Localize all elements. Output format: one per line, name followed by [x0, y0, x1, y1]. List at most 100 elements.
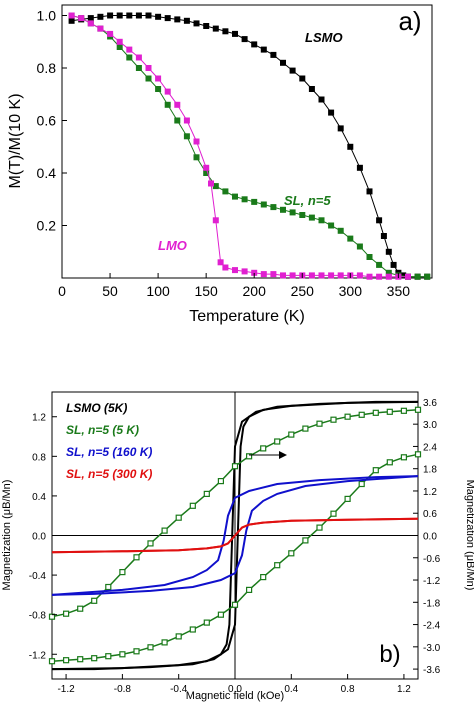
panel-b-ylabel: Magnetization (μB/Mn) [1, 480, 13, 591]
data-point [260, 445, 267, 452]
y2-tick-label: -1.2 [423, 576, 441, 587]
data-point [372, 467, 379, 474]
data-point [174, 117, 181, 124]
data-point [288, 550, 295, 557]
data-point [246, 453, 253, 460]
x-tick-label: 0.0 [228, 684, 242, 695]
data-point [189, 502, 196, 509]
data-point [299, 75, 306, 82]
annotation-lmo: LMO [158, 238, 187, 253]
data-point [337, 125, 344, 132]
data-point [183, 17, 190, 24]
data-point [330, 510, 337, 517]
data-point [135, 54, 142, 61]
y2-tick-label: 1.2 [423, 487, 437, 498]
data-point [288, 431, 295, 438]
data-point [68, 12, 75, 19]
data-point [347, 143, 354, 150]
data-point [380, 233, 387, 239]
data-point [97, 25, 104, 32]
data-point [116, 12, 123, 19]
data-point [274, 438, 281, 445]
data-point [316, 524, 323, 531]
data-point [260, 201, 267, 208]
data-point [193, 20, 200, 27]
branch-up [51, 475, 419, 596]
data-point [217, 478, 224, 485]
x-tick-label: 0 [58, 283, 66, 299]
data-point [241, 268, 248, 275]
data-point [328, 222, 335, 229]
x-tick-label: 0.4 [284, 684, 298, 695]
legend-item-sl-n-5-300-k: SL, n=5 (300 K) [66, 467, 152, 481]
data-point [62, 610, 70, 617]
data-point [155, 13, 162, 20]
data-point [400, 407, 407, 414]
y2-tick-label: 0.0 [423, 532, 437, 543]
data-point [358, 411, 365, 418]
series-line [71, 15, 408, 278]
data-point [308, 86, 315, 92]
y2-tick-label: 3.6 [423, 398, 437, 409]
data-point [302, 425, 309, 432]
y-tick-label: 0.4 [37, 165, 57, 181]
data-point [414, 406, 422, 413]
data-point [344, 413, 351, 420]
x-tick-label: 150 [194, 283, 218, 299]
data-point [344, 495, 351, 502]
branch-down [51, 475, 419, 596]
data-point [260, 573, 267, 581]
data-point [366, 188, 373, 195]
data-point [356, 272, 363, 279]
data-point [147, 540, 154, 547]
data-point [318, 96, 325, 103]
y2-tick-label: 0.6 [423, 509, 437, 520]
data-point [161, 639, 168, 646]
data-point [376, 217, 383, 224]
data-point [77, 605, 84, 612]
data-point [193, 154, 200, 161]
data-point [126, 54, 133, 61]
data-point [231, 601, 239, 608]
data-point [145, 12, 152, 19]
panel-a-label: a) [398, 6, 421, 36]
data-point [385, 273, 392, 280]
y-tick-label: 0.0 [32, 532, 46, 543]
data-point [231, 463, 239, 470]
data-point [289, 272, 296, 279]
x-tick-label: 0.8 [341, 684, 355, 695]
data-point [119, 651, 126, 658]
y-tick-label: 0.6 [37, 113, 57, 129]
data-point [217, 611, 224, 618]
data-point [232, 193, 238, 200]
arrow-head [279, 451, 287, 459]
data-point [222, 28, 229, 35]
data-point [316, 420, 323, 427]
y-tick-label: 0.8 [37, 60, 57, 76]
data-point [260, 46, 267, 53]
branch-down [51, 517, 419, 554]
panel-b-label: b) [379, 641, 400, 668]
data-point [87, 15, 94, 22]
data-point [193, 138, 200, 145]
legend-item-sl-n-5-160-k: SL, n=5 (160 K) [66, 445, 152, 459]
data-point [183, 117, 190, 124]
data-point [414, 273, 421, 280]
series-lmo [68, 12, 411, 280]
data-point [376, 273, 383, 280]
data-point [68, 17, 75, 24]
y2-tick-label: -3.6 [423, 665, 441, 676]
x-tick-label: -0.8 [114, 684, 132, 695]
right-axis-arrow [249, 451, 287, 459]
y2-tick-label: -2.4 [423, 621, 441, 632]
data-point [203, 164, 210, 171]
data-point [241, 36, 248, 43]
data-point [174, 101, 181, 108]
data-point [183, 133, 190, 140]
data-point [97, 13, 104, 20]
data-point [126, 12, 133, 19]
data-point [385, 269, 392, 276]
data-point [175, 514, 182, 521]
data-point [232, 267, 238, 274]
x-tick-label: -0.4 [170, 684, 188, 695]
